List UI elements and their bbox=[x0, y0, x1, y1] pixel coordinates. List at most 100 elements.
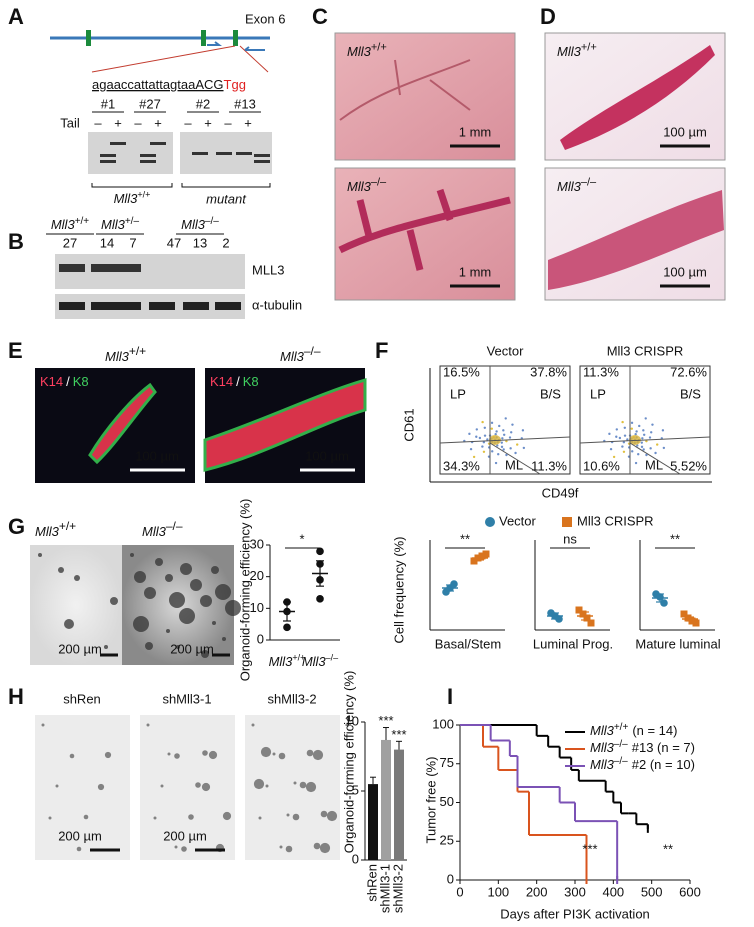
x-tick-label: Mature luminal bbox=[635, 636, 720, 651]
legend-label: Vector bbox=[499, 513, 537, 528]
quadrant-percent: 37.8% bbox=[530, 364, 567, 379]
tissue bbox=[548, 190, 724, 290]
gel-band bbox=[100, 154, 116, 157]
organoid bbox=[312, 749, 324, 761]
genotype: +/+ bbox=[581, 41, 597, 53]
sample-id: 7 bbox=[129, 235, 136, 250]
image-title: shRen bbox=[63, 691, 101, 706]
y-tick-label: 10 bbox=[250, 600, 264, 615]
event-dot bbox=[483, 426, 486, 430]
event-dot bbox=[621, 445, 624, 448]
event-dot bbox=[618, 436, 622, 440]
organoid bbox=[305, 781, 317, 793]
organoid bbox=[130, 553, 134, 557]
organoid bbox=[285, 845, 293, 853]
organoid bbox=[225, 600, 241, 616]
gel-band bbox=[150, 142, 166, 145]
organoid bbox=[212, 621, 216, 625]
organoid bbox=[201, 650, 209, 658]
gene-name: Mll3 bbox=[35, 524, 60, 539]
organoid bbox=[190, 579, 202, 591]
stain: K8 bbox=[73, 374, 89, 389]
plot-title: Vector bbox=[487, 343, 525, 358]
legend-note: (n = 14) bbox=[632, 723, 677, 738]
event-dot bbox=[478, 436, 482, 440]
genotype-label: Mll3–/– #2 (n = 10) bbox=[590, 756, 695, 773]
gate-label: ML bbox=[645, 457, 663, 472]
quadrant-percent: 34.3% bbox=[443, 458, 480, 473]
organoid bbox=[306, 749, 314, 757]
panel-label: A bbox=[8, 4, 24, 29]
event-dot bbox=[630, 421, 634, 425]
sequence: agaaccattattagtaaACGTgg bbox=[92, 77, 246, 92]
gel-band bbox=[192, 152, 208, 155]
stain-legend: K14/K8 bbox=[40, 374, 89, 389]
genotype: +/+ bbox=[59, 519, 76, 533]
gel-band bbox=[216, 152, 232, 155]
event-dot bbox=[511, 423, 514, 426]
x-tick-label: 100 bbox=[487, 884, 509, 899]
organoid bbox=[133, 616, 149, 632]
duct bbox=[338, 188, 511, 271]
label: α-tubulin bbox=[252, 297, 302, 312]
scale-label: 200 µm bbox=[58, 828, 102, 843]
significance: ** bbox=[670, 531, 680, 546]
genotype-label: Mll3+/+ bbox=[347, 41, 387, 59]
duct bbox=[339, 59, 471, 121]
organoid bbox=[222, 811, 232, 821]
event-dot bbox=[481, 420, 484, 424]
y-tick-label: 0 bbox=[352, 851, 359, 866]
event-dot bbox=[497, 452, 500, 456]
organoid bbox=[176, 645, 180, 649]
organoid bbox=[144, 587, 156, 599]
panel-label: G bbox=[8, 514, 25, 539]
stain bbox=[88, 382, 157, 465]
event-dot bbox=[500, 441, 503, 444]
scale-label: 1 mm bbox=[459, 124, 492, 139]
genotype-label: Mll3+/+ (n = 14) bbox=[590, 722, 677, 739]
organoid bbox=[41, 723, 45, 727]
axis-title: Tumor free (%) bbox=[423, 757, 438, 844]
gene-name: Mll3 bbox=[302, 654, 327, 669]
event-dot bbox=[475, 428, 479, 431]
event-dot bbox=[654, 451, 657, 455]
event-dot bbox=[498, 424, 501, 428]
event-dot bbox=[508, 436, 512, 439]
event-dot bbox=[509, 447, 512, 450]
genotype: –/– bbox=[614, 739, 628, 750]
lane-sign: – bbox=[224, 115, 232, 130]
quadrant-percent: 11.3% bbox=[531, 458, 567, 473]
label: CD61 bbox=[401, 408, 416, 441]
event-dot bbox=[642, 448, 645, 451]
event-dot bbox=[622, 440, 626, 444]
sample-id: 14 bbox=[100, 235, 114, 250]
genotype-label: Mll3+/+ bbox=[269, 653, 306, 670]
organoid bbox=[286, 813, 290, 817]
event-dot bbox=[631, 450, 634, 453]
legend-note: #2 (n = 10) bbox=[632, 757, 695, 772]
blot-band bbox=[91, 302, 117, 310]
y-tick-label: 25 bbox=[440, 833, 454, 848]
data-point bbox=[470, 557, 478, 565]
data-point bbox=[575, 606, 583, 614]
event-dot bbox=[661, 429, 665, 432]
data-point bbox=[316, 547, 324, 556]
gate bbox=[579, 436, 711, 444]
blot-band bbox=[183, 302, 209, 310]
y-tick-label: 75 bbox=[440, 755, 454, 770]
gel-band bbox=[110, 142, 126, 145]
organoid bbox=[211, 566, 219, 574]
scale-label: 200 µm bbox=[163, 828, 207, 843]
genotype-label: Mll3–/– bbox=[280, 344, 321, 364]
sample-id: 27 bbox=[63, 235, 77, 250]
organoid bbox=[146, 723, 150, 727]
event-dot bbox=[490, 427, 494, 430]
x-tick-label: Basal/Stem bbox=[435, 636, 501, 651]
scale-label: 200 µm bbox=[170, 641, 214, 656]
x-tick-label: shMll3-1 bbox=[377, 864, 392, 913]
exon bbox=[86, 30, 91, 46]
y-tick-label: 100 bbox=[432, 716, 454, 731]
organoid bbox=[104, 645, 108, 649]
event-dot bbox=[472, 455, 476, 459]
organoid bbox=[169, 592, 185, 608]
